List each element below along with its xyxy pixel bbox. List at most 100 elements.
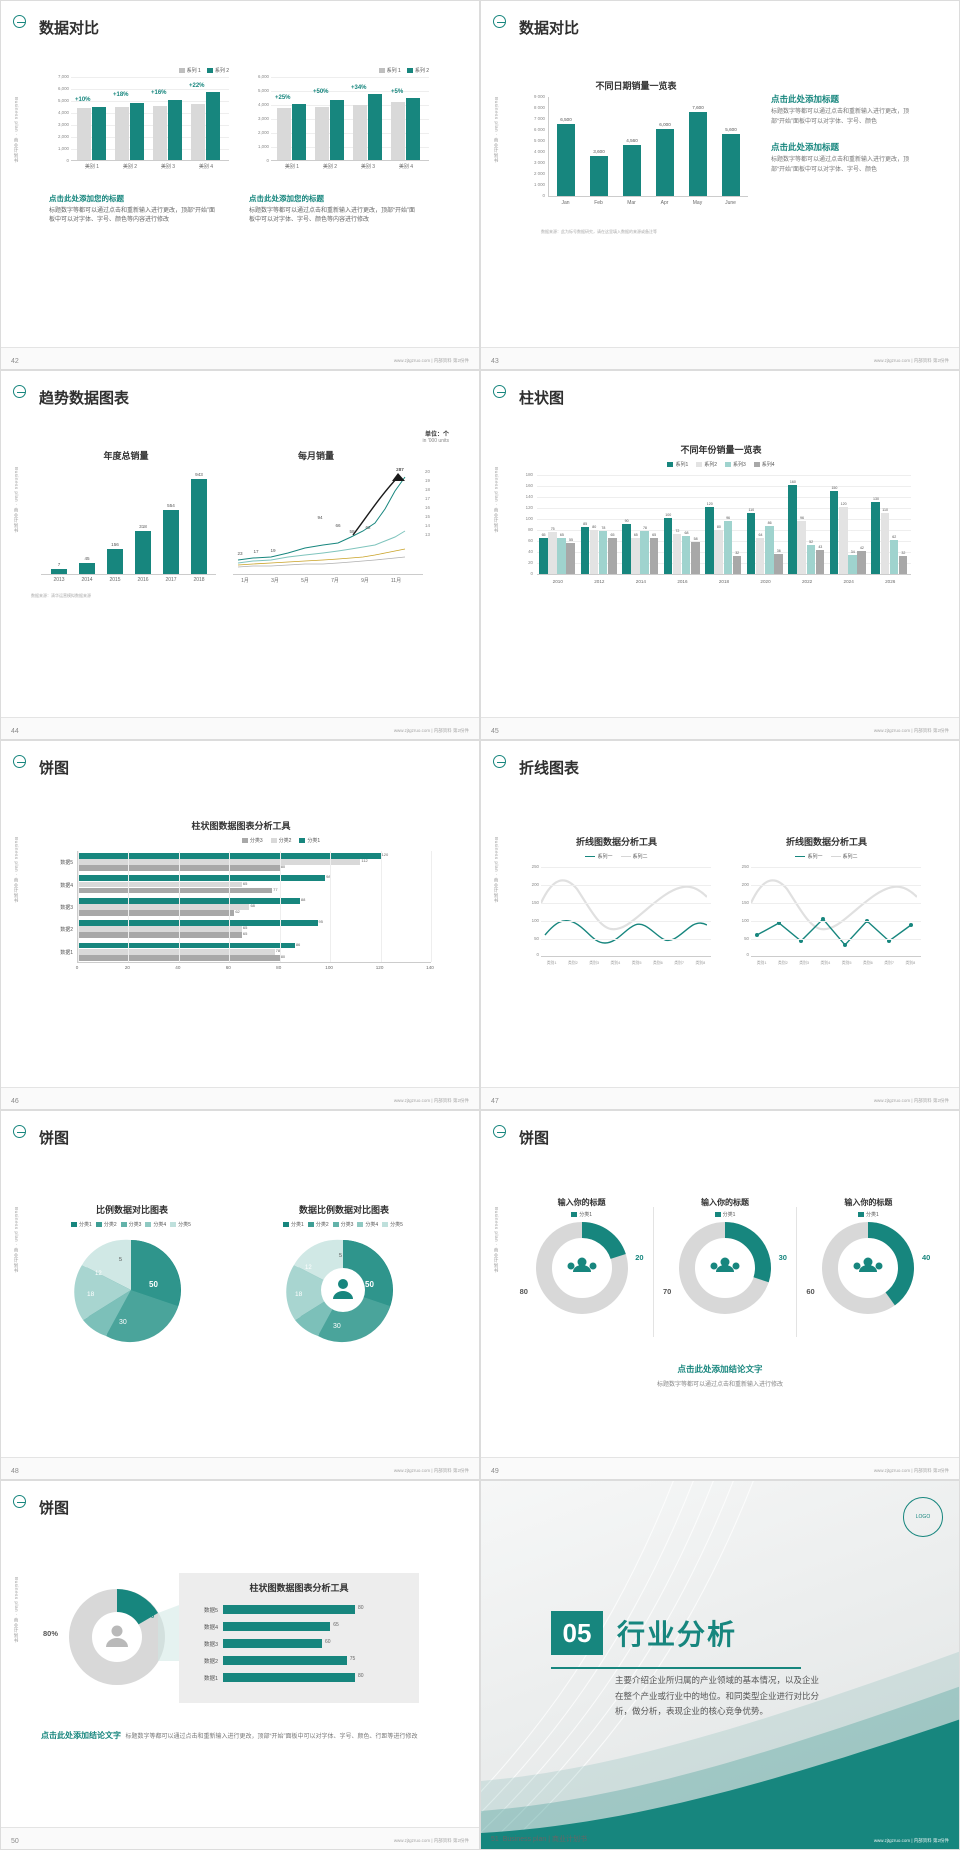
x-tick: 9月	[361, 578, 369, 584]
donut-chart	[535, 1222, 628, 1314]
bar-label: 78	[642, 525, 647, 530]
divider	[796, 1207, 798, 1337]
page-title: 饼图	[39, 760, 70, 777]
x-tick: 100	[325, 965, 333, 970]
footer	[481, 717, 959, 739]
page-number: 49	[491, 1468, 499, 1475]
x-tick: 2020	[760, 579, 771, 584]
x-tick: Feb	[594, 200, 603, 206]
x-tick: 类别7	[884, 961, 894, 965]
page-title: 饼图	[39, 1500, 70, 1517]
legend-item: 系列二	[830, 853, 858, 860]
x-tick: 5月	[301, 578, 309, 584]
caption-left: 点击此处添加您的标题	[49, 194, 124, 203]
bar-label: 77	[273, 886, 278, 892]
bar-label: 318	[139, 524, 147, 529]
x-tick: 类别1	[546, 961, 557, 965]
caption-block: 点击此处添加结论文字 标题数字等都可以通过点击和重新输入进行修改	[481, 1363, 959, 1388]
bar	[557, 124, 575, 196]
bar-label: 156	[111, 542, 119, 547]
bar-label: 68	[250, 902, 255, 908]
x-tick: Apr	[660, 200, 669, 206]
bar	[590, 156, 608, 196]
logo-icon	[493, 755, 506, 768]
row-label: 数据2	[203, 1658, 218, 1665]
page-number: 50	[11, 1838, 19, 1845]
bar-label: 6,500	[560, 117, 572, 122]
plot-area: 65 75 65 55 85 80 78 65 90 65 78 65 100 72 68 58 120 80 96…	[537, 475, 911, 575]
table-row: 数据5 80	[189, 1601, 411, 1618]
row-label: 数据5	[60, 860, 73, 867]
x-tick: 类别1	[756, 961, 767, 965]
side-strip: Business plan · 商业计划书	[14, 1577, 19, 1644]
bar	[839, 507, 848, 574]
table-row: 数据4 65	[189, 1618, 411, 1635]
x-tick: 类别4	[610, 961, 621, 965]
donut-chart	[678, 1222, 771, 1314]
bar	[107, 549, 123, 574]
x-tick: 2018	[193, 577, 205, 583]
logo-icon	[493, 385, 506, 398]
point-label: 62	[365, 525, 371, 530]
bar	[705, 507, 714, 574]
bar-label: 65	[610, 532, 615, 537]
x-tick: 美别 4	[398, 164, 414, 170]
page-number: 46	[11, 1098, 19, 1105]
section-body: 主要介绍企业所归属的产业领域的基本情况，以及企业在整个产业或行业中的地位。和同类…	[615, 1675, 820, 1717]
bar-label: 90	[624, 519, 629, 523]
growth-badge: +22%	[189, 83, 205, 89]
point-label: 17	[253, 549, 259, 554]
bar-label: 88	[300, 896, 306, 902]
body-right: 标题数字等都可以通过点击和重新输入进行更改，顶部“开始”面板中可以对字体、字号、…	[249, 208, 415, 224]
source-note: 数据来源：清华运营模拟数据来源	[31, 593, 91, 598]
bar	[774, 554, 783, 574]
bar-label: 65	[559, 532, 564, 537]
donut-chart-right	[286, 1239, 393, 1343]
bar	[857, 550, 866, 574]
bar	[223, 1656, 347, 1665]
chart-46: 数据5 数据4 数据3 数据2 数据1 120 112 80 98 65 77 88 68 62 95 65…	[31, 851, 441, 971]
bar	[78, 875, 326, 882]
bar-label: 34	[850, 550, 855, 555]
bar-label: 3,600	[593, 149, 605, 154]
bar-label: 52	[809, 540, 814, 545]
x-tick: 类别8	[695, 961, 706, 965]
block-heading: 点击此处添加标题	[771, 142, 840, 153]
block-body: 标题数字等都可以通过点击和重新输入进行更改，顶部“开始”面板中可以对字体、字号、…	[771, 157, 910, 173]
donut-value-label: 20%	[139, 1611, 155, 1620]
bar-label: 43	[818, 545, 823, 550]
footer	[1, 717, 479, 739]
legend-item: 分类1	[71, 1221, 92, 1228]
legend-item: 分类3	[332, 1221, 353, 1228]
chart-title-right: 折线图数据分析工具	[785, 837, 867, 847]
chart-title-left: 比例数据对比图表	[95, 1205, 168, 1215]
bar-label: 65	[333, 1622, 339, 1628]
x-tick: 美别 2	[322, 164, 338, 170]
donut-block: 输入你的标题 分类1 20 80	[512, 1197, 652, 1347]
bar-label: 943	[195, 472, 203, 477]
donut-labels-right: 50 30 18 12 5	[295, 1253, 374, 1330]
point-label: 23	[237, 551, 243, 556]
page-number: 43	[491, 358, 499, 365]
section-header: 05 行业分析	[551, 1611, 737, 1655]
page-number: 42	[11, 358, 19, 365]
donut-rest-label: 80%	[43, 1629, 59, 1638]
point-label: 19	[270, 548, 276, 553]
page-number: 48	[11, 1468, 19, 1475]
x-tick: 120	[375, 965, 384, 970]
chart-44-left: 7 45 156 318 554 943	[41, 465, 216, 575]
logo-icon	[13, 1495, 26, 1508]
divider	[551, 1667, 801, 1669]
bar-label: 32	[735, 551, 740, 556]
bar	[681, 536, 691, 574]
point-label: 58	[349, 529, 355, 534]
x-tick: 20	[124, 965, 130, 970]
bar	[689, 112, 707, 196]
chart-47-left: 250 200 150 100 50 0 类别1 类别2 类别3 类别4 类别5 类别6 类…	[521, 864, 711, 979]
bar-label: 80	[358, 1605, 364, 1611]
legend-left: 分类1 分类2 分类3 分类4 分类5	[31, 1221, 231, 1228]
x-tick: 80	[276, 965, 282, 970]
bar	[223, 1673, 355, 1682]
footer	[481, 347, 959, 369]
